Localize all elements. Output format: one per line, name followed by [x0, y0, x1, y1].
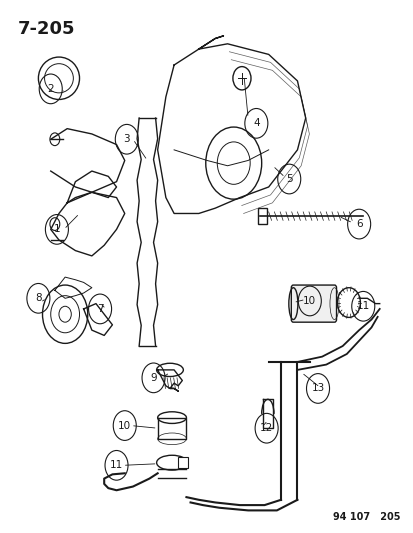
Text: 11: 11 [356, 301, 369, 311]
Text: 3: 3 [123, 134, 130, 144]
Text: 10: 10 [118, 421, 131, 431]
Text: 11: 11 [109, 461, 123, 470]
Text: 4: 4 [252, 118, 259, 128]
Text: 9: 9 [150, 373, 157, 383]
Text: 12: 12 [259, 423, 273, 433]
Text: 94 107   205: 94 107 205 [332, 512, 399, 522]
Text: 7-205: 7-205 [18, 20, 75, 38]
Text: 5: 5 [285, 174, 292, 184]
Text: 7: 7 [97, 304, 103, 314]
FancyBboxPatch shape [258, 208, 266, 224]
Text: 1: 1 [53, 224, 60, 235]
FancyBboxPatch shape [178, 457, 188, 468]
Text: 6: 6 [355, 219, 362, 229]
Text: 13: 13 [311, 383, 324, 393]
Text: 2: 2 [47, 84, 54, 94]
Text: 8: 8 [35, 293, 42, 303]
Text: 10: 10 [302, 296, 316, 306]
FancyBboxPatch shape [291, 285, 336, 322]
